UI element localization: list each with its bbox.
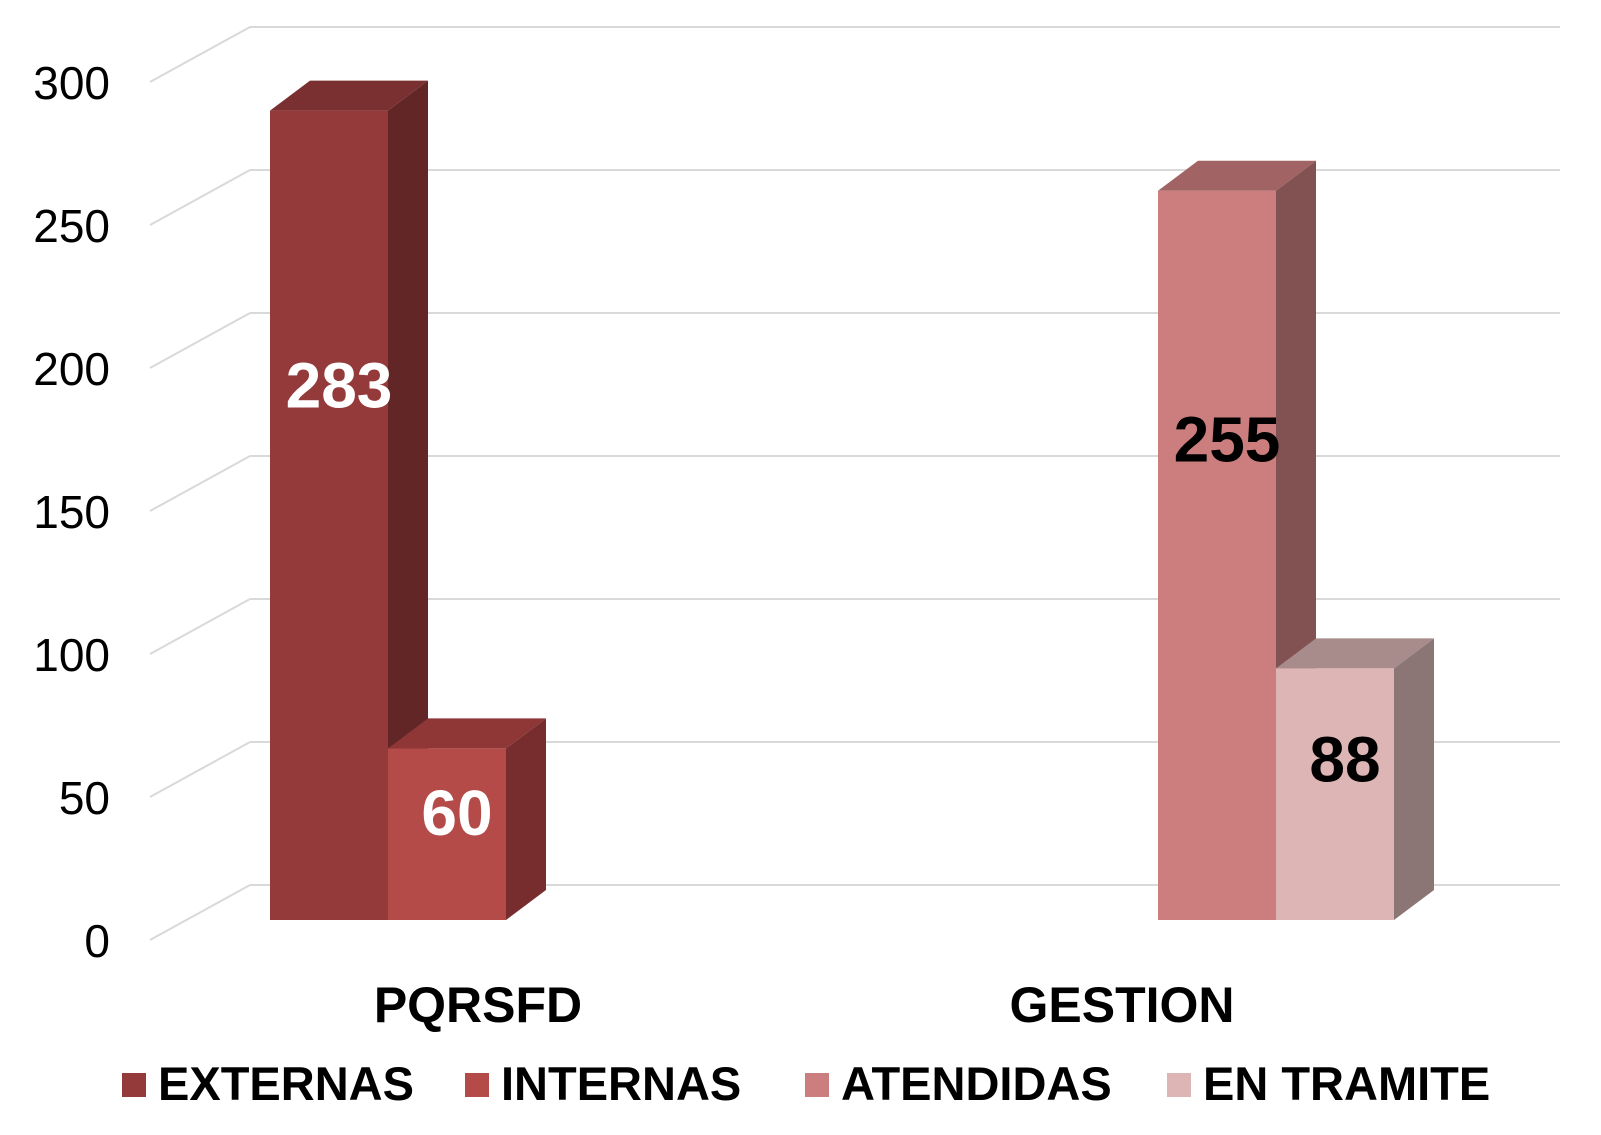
category-label-pqrsfd: PQRSFD: [374, 977, 582, 1033]
category-labels: PQRSFD GESTION: [374, 977, 1235, 1033]
data-label-en-tramite: 88: [1309, 723, 1380, 795]
legend-swatch: [805, 1073, 829, 1097]
gridline-diagonal: [149, 598, 251, 655]
legend: EXTERNAS INTERNAS ATENDIDAS EN TRAMITE: [122, 1057, 1490, 1110]
legend-label: EN TRAMITE: [1203, 1057, 1490, 1110]
gridline-diagonal: [149, 312, 251, 369]
legend-label: EXTERNAS: [158, 1057, 414, 1110]
y-tick-label: 100: [33, 629, 110, 681]
category-label-gestion: GESTION: [1009, 977, 1234, 1033]
y-tick-label: 0: [84, 915, 110, 967]
bar-externas: [270, 80, 428, 921]
legend-item-externas: EXTERNAS: [122, 1057, 414, 1110]
y-tick-label: 300: [33, 57, 110, 109]
legend-item-internas: INTERNAS: [465, 1057, 741, 1110]
gridline-diagonal: [149, 169, 251, 226]
bar-top-face: [388, 718, 546, 749]
bar-top-face: [1158, 160, 1316, 191]
bar-en-tramite: [1276, 638, 1434, 920]
y-tick-label: 200: [33, 343, 110, 395]
gridline-diagonal: [149, 455, 251, 512]
gridline-diagonal: [149, 741, 251, 798]
bar-internas: [388, 718, 546, 920]
legend-label: ATENDIDAS: [841, 1057, 1112, 1110]
legend-swatch: [122, 1073, 146, 1097]
bar-side-face: [1394, 638, 1434, 920]
legend-item-en-tramite: EN TRAMITE: [1167, 1057, 1490, 1110]
bar-top-face: [270, 80, 428, 111]
data-label-externas: 283: [286, 350, 393, 422]
y-axis-ticks: 0 50 100 150 200 250 300: [33, 57, 110, 967]
gridline-diagonal: [149, 26, 251, 83]
legend-label: INTERNAS: [501, 1057, 741, 1110]
y-tick-label: 50: [59, 772, 110, 824]
bar-side-face: [388, 80, 428, 921]
legend-item-atendidas: ATENDIDAS: [805, 1057, 1112, 1110]
bar-front-face: [1276, 668, 1394, 920]
y-tick-label: 150: [33, 486, 110, 538]
bar-side-face: [506, 718, 546, 920]
legend-swatch: [1167, 1073, 1191, 1097]
data-labels: 283 60 255 88: [286, 350, 1381, 849]
bar-front-face: [388, 748, 506, 920]
data-label-internas: 60: [421, 777, 492, 849]
gridline-diagonal: [149, 884, 251, 941]
data-label-atendidas: 255: [1174, 403, 1281, 475]
legend-swatch: [465, 1073, 489, 1097]
bar-front-face: [1158, 190, 1276, 920]
bar-front-face: [270, 110, 388, 921]
bars: [270, 80, 1434, 921]
bar-top-face: [1276, 638, 1434, 669]
y-tick-label: 250: [33, 200, 110, 252]
